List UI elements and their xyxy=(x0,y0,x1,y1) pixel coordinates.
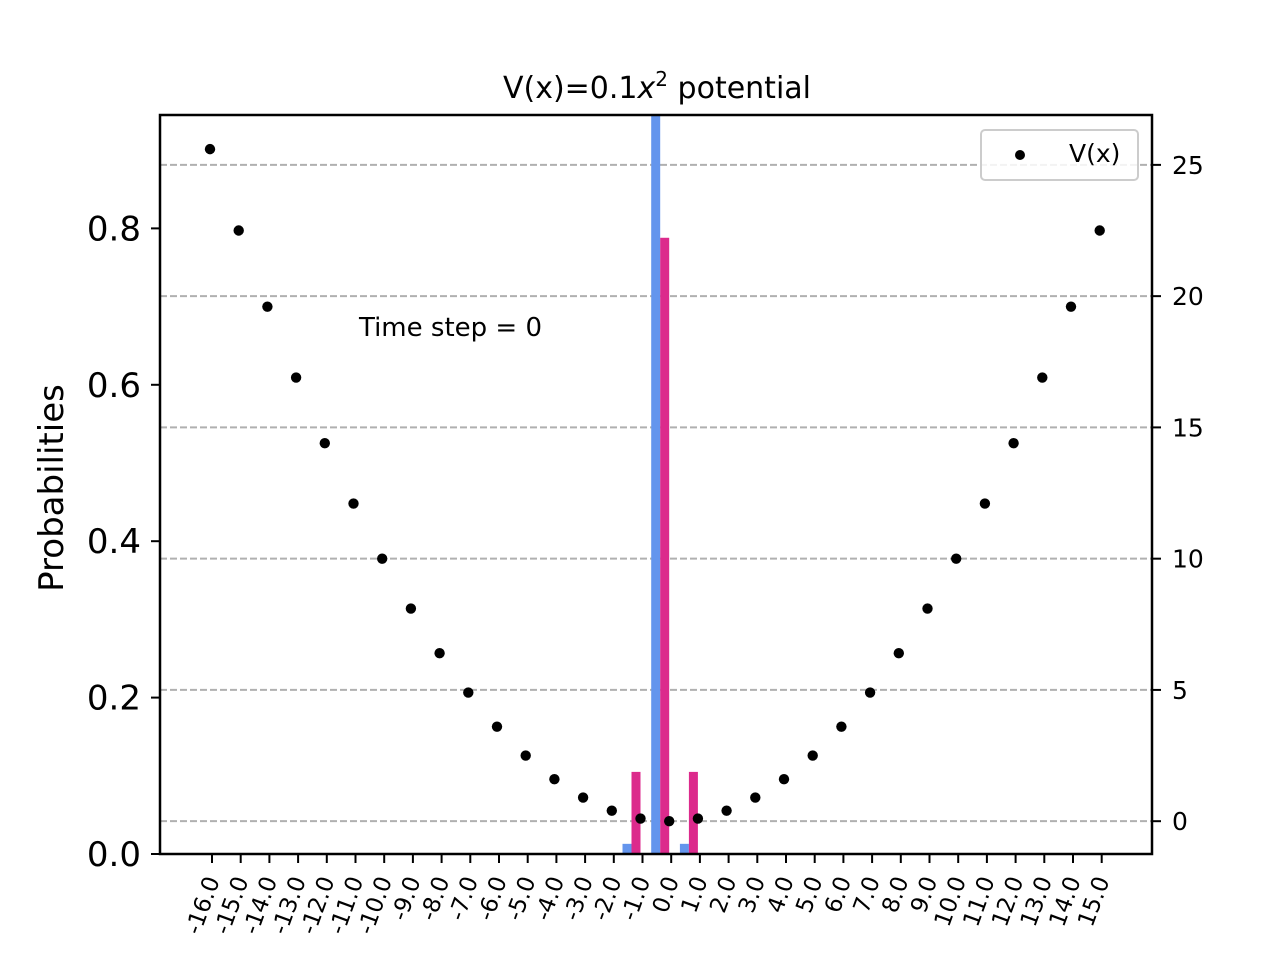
legend-label: V(x) xyxy=(1069,139,1120,168)
potential-point xyxy=(664,815,675,827)
potential-point xyxy=(463,687,474,698)
potential-point xyxy=(635,813,646,824)
x-tick-label: 7.0 xyxy=(849,873,886,916)
time-step-annotation: Time step = 0 xyxy=(358,313,542,343)
potential-point xyxy=(922,603,933,614)
x-tick-label: 6.0 xyxy=(820,873,857,916)
bar xyxy=(631,771,641,854)
legend-box xyxy=(980,129,1139,181)
x-axis: -16.0-15.0-14.0-13.0-12.0-11.0-10.0-9.0-… xyxy=(181,854,1115,938)
chart-title: V(x)=0.1x2 potential xyxy=(503,67,811,106)
potential-point xyxy=(893,647,904,659)
legend: V(x) xyxy=(980,129,1139,181)
right-y-axis: 0 5 10 15 20 25 xyxy=(1152,151,1204,836)
potential-point xyxy=(864,687,876,698)
bar xyxy=(688,771,698,854)
y-axis-label: Probabilities xyxy=(32,384,72,592)
potential-points xyxy=(204,143,1105,827)
potential-point xyxy=(204,143,216,155)
x-tick-label: 3.0 xyxy=(734,873,771,916)
potential-point xyxy=(1008,437,1019,449)
left-y-tick-label: 0.0 xyxy=(87,835,141,875)
potential-point xyxy=(750,792,761,803)
bars xyxy=(622,115,698,855)
potential-point xyxy=(520,750,531,761)
bar xyxy=(622,843,632,854)
potential-point xyxy=(491,721,503,732)
potential-point xyxy=(721,805,732,816)
plot-frame xyxy=(158,113,1154,856)
x-tick-label: 4.0 xyxy=(763,873,800,916)
potential-point xyxy=(262,301,273,312)
left-y-tick-label: 0.2 xyxy=(87,679,141,719)
right-y-tick-label: 25 xyxy=(1172,151,1204,180)
bar xyxy=(679,843,689,854)
potential-point xyxy=(1094,225,1105,236)
potential-point xyxy=(979,498,991,509)
x-tick-label: 5.0 xyxy=(791,873,828,916)
potential-point xyxy=(405,603,417,614)
potential-point xyxy=(377,553,388,564)
potential-point xyxy=(606,805,617,816)
potential-point xyxy=(434,647,445,659)
right-y-tick-label: 5 xyxy=(1172,676,1188,705)
potential-point xyxy=(692,813,704,824)
legend-marker xyxy=(1015,150,1025,160)
right-y-tick-label: 15 xyxy=(1172,413,1204,442)
x-tick-label: 0.0 xyxy=(648,873,685,916)
bar xyxy=(660,237,670,855)
left-y-tick-label: 0.6 xyxy=(87,366,141,406)
potential-point xyxy=(1037,372,1048,383)
x-tick-label: 1.0 xyxy=(677,873,714,916)
right-y-tick-label: 0 xyxy=(1172,807,1188,836)
potential-point xyxy=(836,721,847,732)
potential-point xyxy=(549,773,560,785)
potential-point xyxy=(778,773,790,785)
potential-point xyxy=(319,437,330,449)
potential-point xyxy=(577,792,589,803)
bar xyxy=(651,115,661,854)
x-tick-label: 2.0 xyxy=(705,873,742,916)
x-tick-label: 8.0 xyxy=(877,873,914,916)
potential-point xyxy=(233,225,244,236)
potential-point xyxy=(1065,301,1077,312)
potential-point xyxy=(348,498,359,509)
right-y-tick-label: 10 xyxy=(1172,545,1204,574)
left-y-tick-label: 0.8 xyxy=(87,209,141,249)
potential-point xyxy=(951,553,962,564)
right-y-tick-label: 20 xyxy=(1172,282,1204,311)
potential-point xyxy=(807,750,818,761)
left-y-tick-label: 0.4 xyxy=(87,522,141,562)
left-y-axis: 0.0 0.2 0.4 0.6 0.8 xyxy=(87,209,160,875)
potential-point xyxy=(290,372,302,383)
